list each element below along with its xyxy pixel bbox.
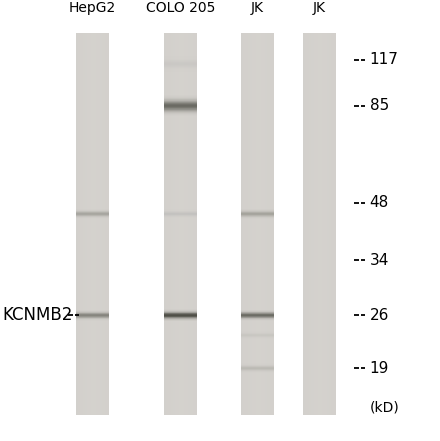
Bar [260,33,263,415]
Bar [81,33,83,415]
Bar [241,33,243,415]
Bar [186,33,188,415]
Bar [194,33,197,415]
Bar [164,110,197,111]
Bar [190,33,193,415]
Bar [271,33,274,415]
Bar [263,33,265,415]
Bar [303,33,305,415]
Bar [171,33,172,415]
Bar [94,33,96,415]
Text: (kD): (kD) [370,401,400,415]
Bar [325,33,326,415]
Bar [180,33,181,415]
Bar [269,33,272,415]
Bar [164,33,197,415]
Bar [102,33,105,415]
Text: JK: JK [312,1,326,15]
Bar [164,97,197,98]
Text: 26: 26 [370,308,389,323]
Bar [265,33,268,415]
Bar [252,33,254,415]
Bar [168,33,170,415]
Bar [334,33,336,415]
Bar [96,33,98,415]
Text: HepG2: HepG2 [69,1,116,15]
Bar [331,33,334,415]
Text: COLO 205: COLO 205 [146,1,215,15]
Bar [164,111,197,112]
Bar [316,33,318,415]
Bar [164,107,197,108]
Bar [84,33,87,415]
Bar [164,112,197,113]
Bar [257,33,259,415]
Bar [259,33,260,415]
Bar [268,33,269,415]
Bar [303,33,336,415]
Bar [184,33,186,415]
Text: 34: 34 [370,253,389,268]
Bar [309,33,312,415]
Bar [314,33,316,415]
Bar [164,101,197,102]
Bar [323,33,325,415]
Bar [89,33,92,415]
Bar [250,33,252,415]
Bar [164,113,197,114]
Bar [329,33,331,415]
Bar [175,33,177,415]
Bar [105,33,107,415]
Bar [164,96,197,97]
Text: KCNMB2: KCNMB2 [2,306,73,324]
Bar [326,33,329,415]
Text: 117: 117 [370,52,399,67]
Bar [164,105,197,106]
Bar [181,33,183,415]
Bar [318,33,320,415]
Bar [164,100,197,101]
Text: JK: JK [251,1,264,15]
Bar [246,33,247,415]
Bar [164,95,197,96]
Bar [87,33,89,415]
Bar [164,106,197,107]
Bar [83,33,84,415]
Bar [164,102,197,103]
Bar [78,33,81,415]
Bar [92,33,94,415]
Bar [177,33,180,415]
Bar [76,33,78,415]
Bar [241,33,274,415]
Bar [164,115,197,116]
Text: 85: 85 [370,98,389,113]
Bar [247,33,250,415]
Text: 19: 19 [370,361,389,376]
Bar [98,33,100,415]
Bar [307,33,309,415]
Bar [320,33,323,415]
Bar [164,104,197,105]
Bar [254,33,257,415]
Bar [193,33,194,415]
Bar [100,33,102,415]
Text: 48: 48 [370,195,389,210]
Bar [188,33,190,415]
Bar [312,33,314,415]
Bar [164,109,197,110]
Bar [76,33,109,415]
Bar [172,33,175,415]
Bar [164,114,197,115]
Bar [164,33,166,415]
Bar [166,33,168,415]
Bar [243,33,246,415]
Bar [164,103,197,104]
Bar [164,108,197,109]
Bar [164,98,197,99]
Bar [164,99,197,100]
Bar [305,33,307,415]
Bar [107,33,109,415]
